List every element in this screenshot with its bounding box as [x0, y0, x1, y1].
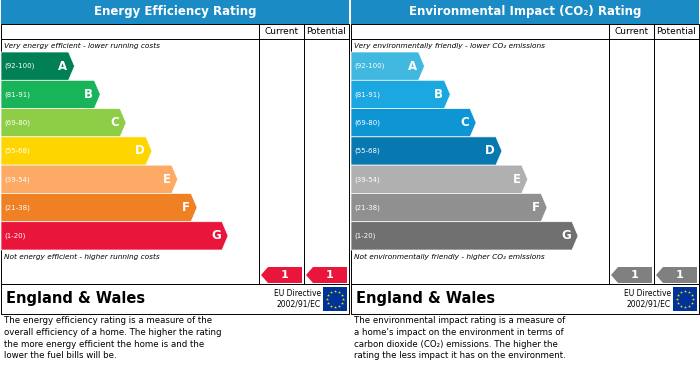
Text: (21-38): (21-38)	[4, 204, 30, 211]
Polygon shape	[351, 137, 502, 165]
Polygon shape	[261, 267, 302, 283]
Text: EU Directive
2002/91/EC: EU Directive 2002/91/EC	[624, 289, 671, 309]
Text: (55-68): (55-68)	[354, 148, 379, 154]
Text: (69-80): (69-80)	[4, 120, 30, 126]
Bar	[351, 0, 699, 24]
Text: (81-91): (81-91)	[4, 91, 30, 98]
Text: Not energy efficient - higher running costs: Not energy efficient - higher running co…	[4, 253, 160, 260]
Polygon shape	[306, 267, 347, 283]
Text: (1-20): (1-20)	[4, 233, 25, 239]
Text: (1-20): (1-20)	[354, 233, 375, 239]
Text: 1: 1	[631, 270, 639, 280]
Bar	[673, 287, 697, 311]
Text: B: B	[84, 88, 93, 101]
Text: Potential: Potential	[657, 27, 696, 36]
Text: Current: Current	[265, 27, 299, 36]
Text: C: C	[111, 116, 119, 129]
Bar	[1, 284, 349, 314]
Text: D: D	[135, 145, 145, 158]
Text: A: A	[58, 60, 67, 73]
Text: E: E	[162, 173, 171, 186]
Text: Current: Current	[615, 27, 649, 36]
Polygon shape	[1, 137, 152, 165]
Text: (92-100): (92-100)	[4, 63, 34, 69]
Text: EU Directive
2002/91/EC: EU Directive 2002/91/EC	[274, 289, 321, 309]
Text: The environmental impact rating is a measure of
a home's impact on the environme: The environmental impact rating is a mea…	[354, 316, 566, 361]
Text: 1: 1	[326, 270, 334, 280]
Polygon shape	[351, 109, 476, 137]
Text: (39-54): (39-54)	[354, 176, 379, 183]
Text: Environmental Impact (CO₂) Rating: Environmental Impact (CO₂) Rating	[409, 5, 641, 18]
Polygon shape	[1, 109, 126, 137]
Bar	[323, 287, 347, 311]
Polygon shape	[656, 267, 697, 283]
Bar	[1, 0, 349, 24]
Bar	[351, 284, 699, 314]
Text: B: B	[434, 88, 443, 101]
Text: 1: 1	[281, 270, 289, 280]
Text: G: G	[561, 230, 571, 242]
Text: C: C	[461, 116, 469, 129]
Text: G: G	[211, 230, 221, 242]
Polygon shape	[1, 222, 228, 250]
Polygon shape	[351, 80, 450, 109]
Text: F: F	[532, 201, 540, 214]
Text: (39-54): (39-54)	[4, 176, 29, 183]
Text: A: A	[408, 60, 417, 73]
Text: England & Wales: England & Wales	[356, 292, 495, 307]
Polygon shape	[351, 165, 528, 194]
Text: The energy efficiency rating is a measure of the
overall efficiency of a home. T: The energy efficiency rating is a measur…	[4, 316, 221, 361]
Polygon shape	[1, 194, 197, 222]
Polygon shape	[351, 194, 547, 222]
Text: (81-91): (81-91)	[354, 91, 380, 98]
Polygon shape	[611, 267, 652, 283]
Polygon shape	[351, 52, 424, 80]
Text: 1: 1	[676, 270, 684, 280]
Polygon shape	[1, 165, 178, 194]
Polygon shape	[351, 222, 578, 250]
Text: (21-38): (21-38)	[354, 204, 380, 211]
Text: (69-80): (69-80)	[354, 120, 380, 126]
Bar	[1, 24, 349, 284]
Text: Energy Efficiency Rating: Energy Efficiency Rating	[94, 5, 256, 18]
Text: Potential: Potential	[307, 27, 346, 36]
Text: F: F	[182, 201, 190, 214]
Text: D: D	[485, 145, 495, 158]
Text: E: E	[512, 173, 521, 186]
Text: Very energy efficient - lower running costs: Very energy efficient - lower running co…	[4, 43, 160, 48]
Bar	[351, 24, 699, 284]
Polygon shape	[1, 80, 100, 109]
Text: (55-68): (55-68)	[4, 148, 29, 154]
Text: England & Wales: England & Wales	[6, 292, 145, 307]
Text: Very environmentally friendly - lower CO₂ emissions: Very environmentally friendly - lower CO…	[354, 43, 545, 48]
Text: Not environmentally friendly - higher CO₂ emissions: Not environmentally friendly - higher CO…	[354, 253, 545, 260]
Polygon shape	[1, 52, 74, 80]
Text: (92-100): (92-100)	[354, 63, 384, 69]
